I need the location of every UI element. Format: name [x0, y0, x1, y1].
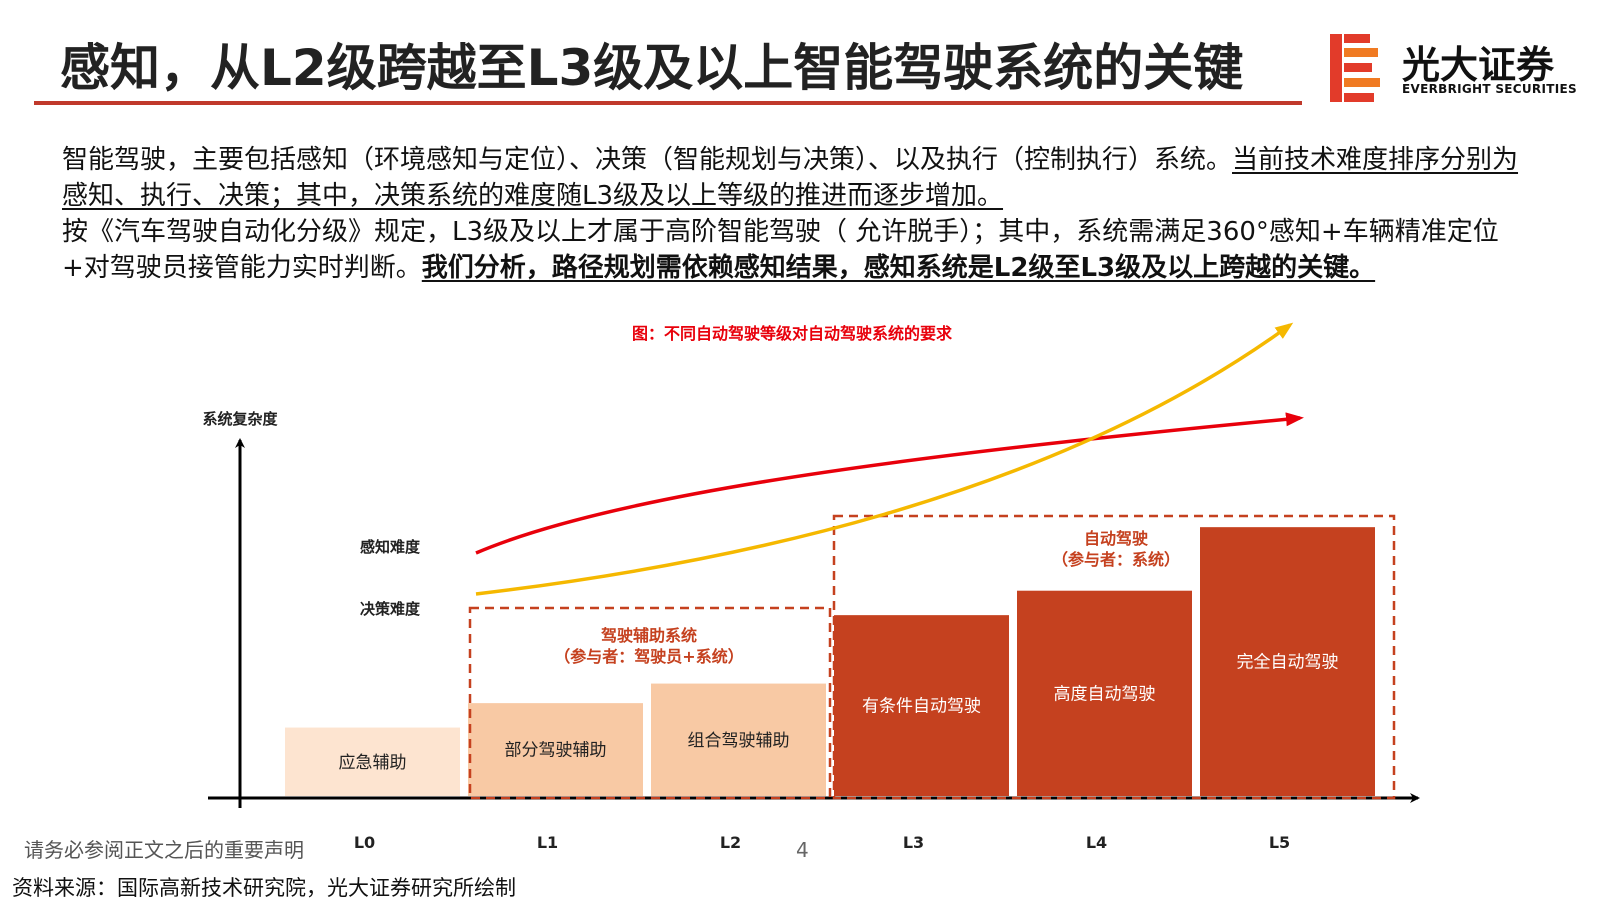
body-text: 智能驾驶，主要包括感知（环境感知与定位）、决策（智能规划与决策）、以及执行（控制…: [62, 142, 1542, 286]
paragraph-1: 智能驾驶，主要包括感知（环境感知与定位）、决策（智能规划与决策）、以及执行（控制…: [62, 142, 1542, 214]
level-bar-label-l1: 部分驾驶辅助: [505, 741, 607, 761]
y-axis-label: 系统复杂度: [202, 410, 278, 428]
page-number: 4: [796, 838, 809, 862]
source-note: 资料来源：国际高新技术研究院，光大证券研究所绘制: [12, 876, 516, 900]
level-bar-l2: [651, 683, 826, 796]
diagram-caption: 图：不同自动驾驶等级对自动驾驶系统的要求: [632, 324, 953, 343]
level-tick-l3: L3: [903, 833, 924, 852]
driver-assist-group-title: 驾驶辅助系统: [600, 626, 697, 645]
level-bar-label-l4: 高度自动驾驶: [1054, 684, 1156, 704]
level-bar-label-l3: 有条件自动驾驶: [862, 697, 981, 717]
title-underline: [34, 101, 1302, 105]
level-bar-l1: [468, 703, 643, 796]
level-tick-l5: L5: [1269, 833, 1290, 852]
perception-difficulty-curve: [475, 412, 1304, 555]
page-title: 感知，从L2级跨越至L3级及以上智能驾驶系统的关键: [60, 39, 1244, 97]
paragraph-2-emphasis: 我们分析，路径规划需依赖感知结果，感知系统是L2级至L3级及以上跨越的关键。: [421, 253, 1376, 283]
autonomous-group-subtitle: （参与者：系统）: [1052, 550, 1180, 569]
driver-assist-group-box: [468, 606, 832, 800]
paragraph-1-underlined: 当前技术难度排序分别为感知、执行、决策；其中，决策系统的难度随L3级及以上等级的…: [62, 145, 1519, 211]
paragraph-1-plain: 智能驾驶，主要包括感知（环境感知与定位）、决策（智能规划与决策）、以及执行（控制…: [62, 145, 1233, 175]
level-tick-l0: L0: [354, 833, 375, 852]
level-bar-l3: [834, 615, 1009, 796]
driver-assist-group-subtitle: （参与者：驾驶员+系统）: [554, 647, 743, 666]
everbright-logo-icon: [1330, 34, 1380, 102]
logo-english-name: EVERBRIGHT SECURITIES: [1402, 82, 1577, 96]
level-tick-l1: L1: [537, 833, 558, 852]
level-bar-l4: [1017, 590, 1192, 796]
paragraph-2-plain: 按《汽车驾驶自动化分级》规定，L3级及以上才属于高阶智能驾驶（ 允许脱手）；其中…: [62, 217, 1499, 283]
company-logo: 光大证券 EVERBRIGHT SECURITIES: [1330, 30, 1590, 110]
autonomous-group-title: 自动驾驶: [1084, 529, 1148, 548]
level-bar-l0: [285, 727, 460, 796]
paragraph-2: 按《汽车驾驶自动化分级》规定，L3级及以上才属于高阶智能驾驶（ 允许脱手）；其中…: [62, 214, 1542, 286]
level-bar-l5: [1200, 527, 1375, 796]
level-tick-l4: L4: [1086, 833, 1107, 852]
disclaimer-note: 请务必参阅正文之后的重要声明: [24, 838, 304, 862]
perception-curve-label: 感知难度: [360, 538, 421, 556]
level-bar-label-l2: 组合驾驶辅助: [688, 731, 790, 751]
logo-chinese-name: 光大证券: [1402, 43, 1555, 87]
decision-difficulty-curve: [475, 322, 1294, 596]
level-bar-label-l5: 完全自动驾驶: [1237, 653, 1339, 673]
decision-curve-label: 决策难度: [360, 600, 421, 618]
level-tick-l2: L2: [720, 833, 741, 852]
level-bar-label-l0: 应急辅助: [339, 753, 407, 773]
